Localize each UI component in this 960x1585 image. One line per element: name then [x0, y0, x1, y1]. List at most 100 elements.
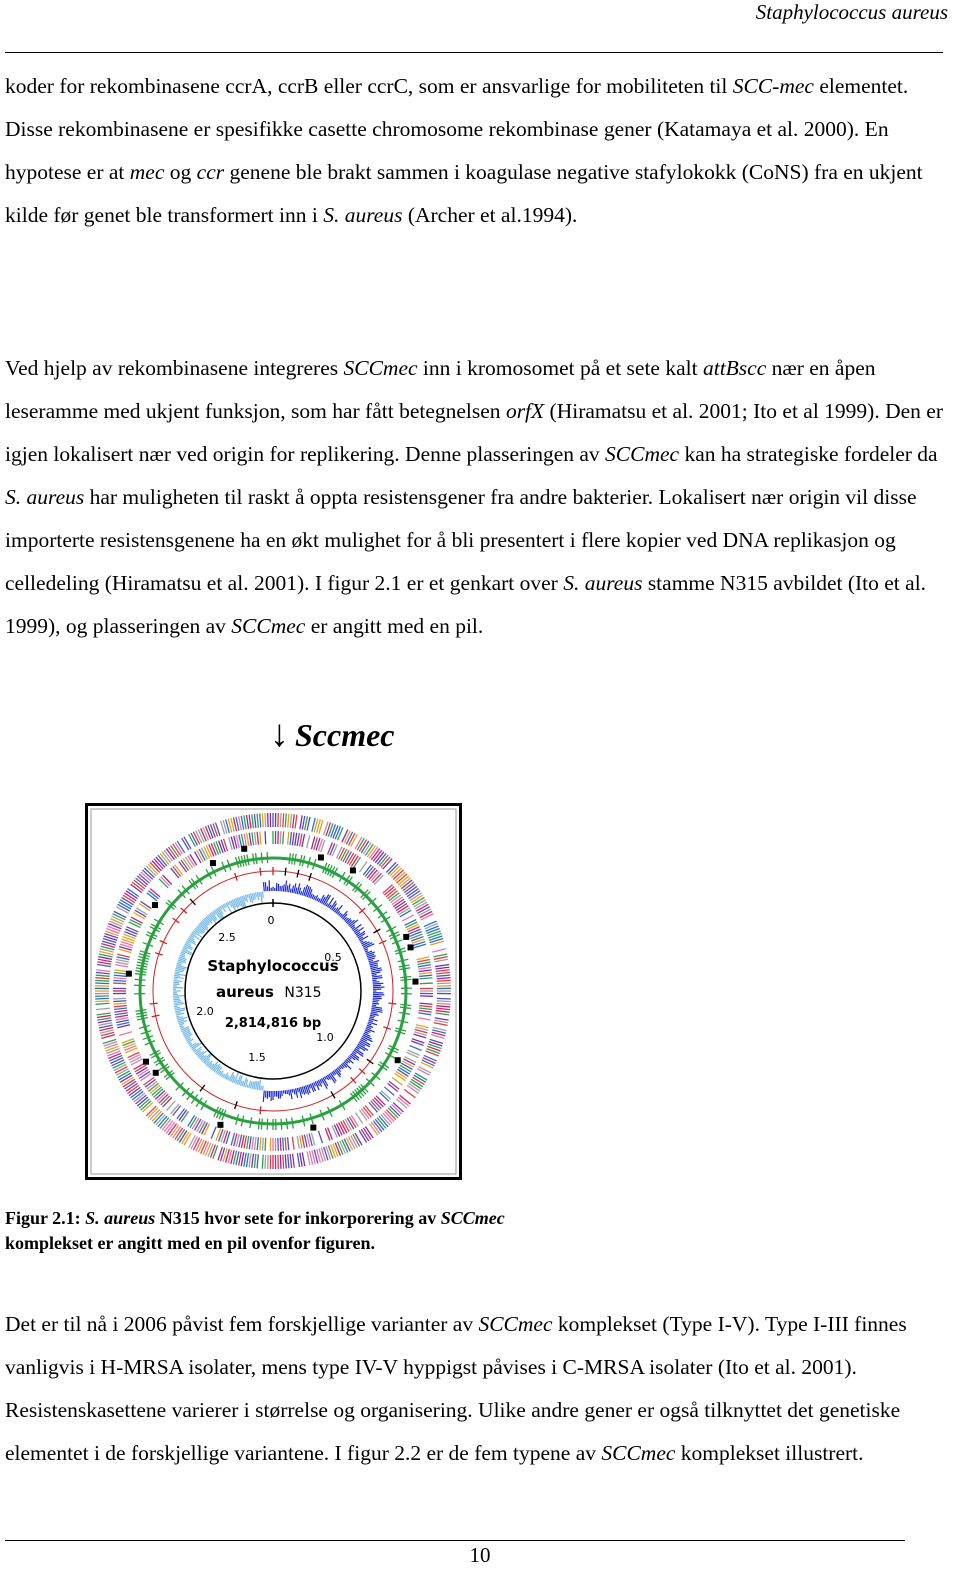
- gene-tick: [251, 814, 255, 829]
- gene-tick: [118, 901, 132, 910]
- gene-tick: [102, 1038, 117, 1045]
- gene-tick: [389, 865, 401, 877]
- skew-tick: [175, 1011, 181, 1015]
- map-title: aureus: [216, 983, 274, 1001]
- gene-tick: [127, 1051, 140, 1059]
- skew-tick: [351, 926, 356, 930]
- gene-tick: [113, 979, 127, 982]
- skew-tick: [179, 954, 186, 958]
- gene-tick: [134, 1064, 147, 1073]
- skew-tick: [320, 1078, 328, 1090]
- gene-tick: [240, 1115, 245, 1127]
- gene-tick: [433, 955, 448, 960]
- gene-tick: [336, 1141, 344, 1155]
- gene-tick: [385, 861, 397, 873]
- skew-tick: [296, 1087, 299, 1093]
- gene-tick: [341, 829, 349, 843]
- gene-tick: [434, 958, 449, 963]
- arrow: ↓: [270, 713, 289, 755]
- gene-tick: [419, 910, 433, 919]
- gene-tick: [233, 1133, 238, 1147]
- gene-tick: [140, 1029, 152, 1035]
- gene-tick: [284, 1137, 287, 1151]
- gene-tick: [399, 1011, 411, 1015]
- gene-tick: [311, 1150, 316, 1165]
- skew-tick: [301, 1086, 306, 1095]
- skew-tick: [180, 1026, 185, 1030]
- gene-tick: [226, 859, 232, 871]
- gene-tick: [234, 1101, 238, 1110]
- gene-tick: [286, 1137, 290, 1151]
- gene-tick: [245, 1153, 250, 1168]
- gene-tick: [119, 899, 133, 908]
- gene-tick: [313, 837, 319, 850]
- skew-tick: [173, 979, 183, 983]
- footer-rule: [5, 1540, 905, 1541]
- frame-inner: [90, 808, 457, 1175]
- text-run: komplekset (Type I-V). Type I-III finnes…: [5, 1312, 907, 1465]
- skew-tick: [371, 1006, 383, 1009]
- gene-tick: [306, 1151, 311, 1166]
- gene-tick: [99, 1026, 114, 1032]
- gene-tick: [418, 1065, 432, 1074]
- skew-tick: [189, 1042, 197, 1048]
- gene-tick: [391, 896, 403, 906]
- skew-tick: [372, 997, 382, 1000]
- gene-tick: [326, 1127, 333, 1140]
- gene-tick: [289, 813, 293, 828]
- gene-tick: [345, 831, 354, 845]
- skew-tick: [367, 1022, 372, 1026]
- gene-tick: [412, 896, 425, 906]
- skew-tick: [225, 902, 233, 914]
- gene-tick: [257, 1118, 261, 1130]
- gene-tick: [419, 982, 433, 985]
- gene-tick: [240, 855, 245, 867]
- gene-tick: [316, 819, 321, 834]
- gene-tick: [259, 867, 262, 876]
- gene-tick: [358, 1085, 367, 1095]
- skew-tick: [191, 931, 197, 936]
- gene-tick: [352, 856, 362, 869]
- gene-tick: [422, 1057, 436, 1064]
- gene-tick: [97, 961, 112, 965]
- gene-tick: [293, 853, 297, 865]
- skew-tick: [225, 1074, 229, 1080]
- gene-tick: [332, 825, 339, 839]
- gene-tick: [409, 1044, 422, 1051]
- gene-tick: [282, 1154, 285, 1169]
- gene-tick: [391, 1076, 403, 1086]
- gene-tick: [95, 974, 110, 977]
- gene-tick: [261, 813, 264, 828]
- gene-tick: [326, 1106, 333, 1118]
- gene-tick: [434, 1017, 449, 1021]
- gene-tick: [282, 813, 285, 828]
- skew-tick: [185, 1036, 191, 1041]
- gene-tick: [398, 1066, 411, 1075]
- gene-tick: [112, 1061, 126, 1069]
- gene-tick: [395, 950, 407, 955]
- gene-tick: [176, 1128, 186, 1142]
- gene-tick: [190, 832, 199, 846]
- gene-tick: [391, 939, 403, 945]
- gene-tick: [155, 1059, 166, 1067]
- skew-tick: [199, 1054, 205, 1060]
- gene-tick: [175, 1081, 184, 1091]
- skew-tick: [262, 882, 265, 892]
- gene-tick: [147, 1107, 159, 1119]
- gene-tick: [104, 932, 119, 939]
- gene-tick: [200, 1140, 207, 1154]
- gene-tick: [362, 842, 372, 855]
- skew-tick: [205, 1060, 211, 1066]
- gene-tick: [98, 1024, 113, 1029]
- gene-tick: [413, 899, 427, 908]
- skew-tick: [198, 1050, 208, 1059]
- gene-tick: [414, 901, 428, 910]
- italic-run: orfX: [505, 399, 545, 423]
- skew-tick: [311, 894, 315, 900]
- gene-tick: [238, 834, 243, 848]
- skew-tick: [371, 1007, 383, 1011]
- skew-tick: [336, 911, 341, 915]
- skew-tick: [311, 1082, 316, 1092]
- skew-tick: [261, 1085, 264, 1091]
- gene-tick: [364, 1126, 374, 1139]
